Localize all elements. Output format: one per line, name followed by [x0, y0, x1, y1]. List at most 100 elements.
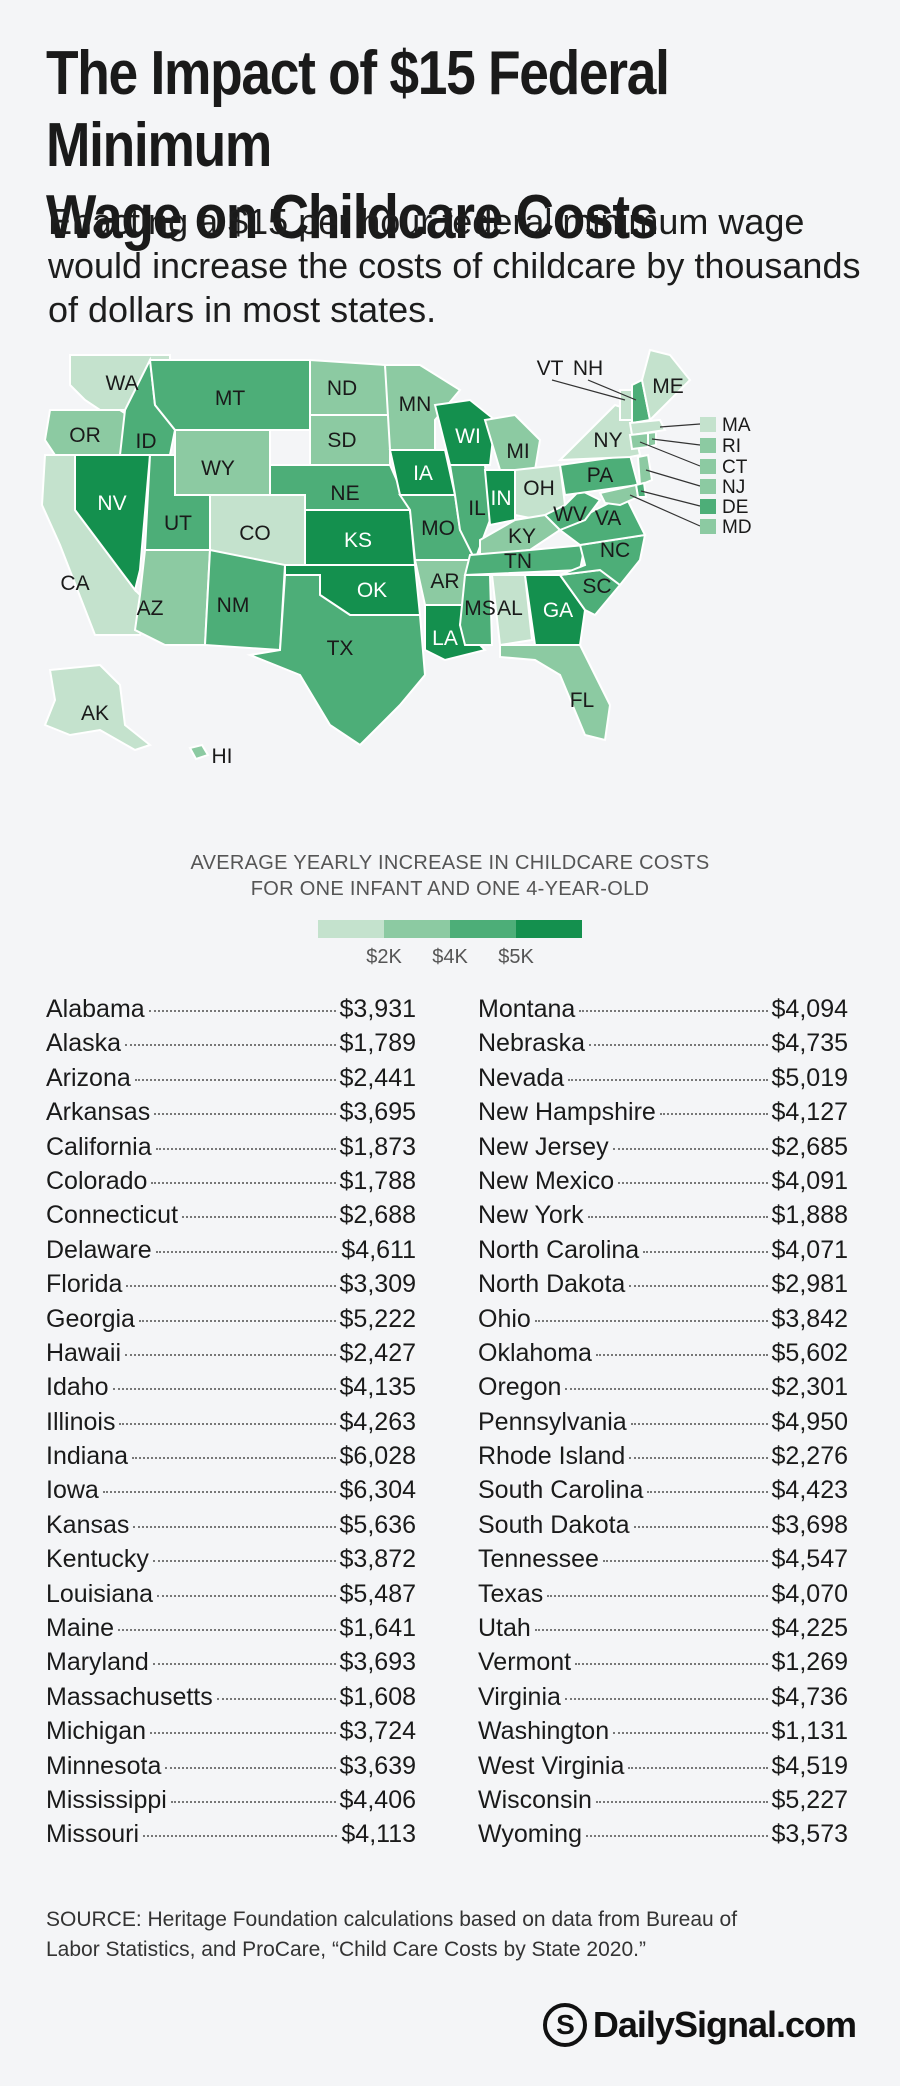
legend-swatch-1: [318, 920, 384, 938]
state-name: Maryland: [46, 1648, 149, 1677]
label-nc: NC: [600, 539, 630, 562]
label-nv: NV: [97, 492, 126, 515]
dot-leader: [126, 1285, 336, 1288]
dot-leader: [157, 1594, 336, 1597]
dot-leader: [618, 1181, 768, 1184]
label-fl: FL: [570, 689, 595, 712]
dot-leader: [565, 1388, 768, 1391]
table-row: Louisiana $5,487: [46, 1580, 416, 1614]
state-fl[interactable]: [499, 644, 612, 742]
title-line-1: The Impact of $15 Federal Minimum: [46, 39, 670, 180]
state-nj[interactable]: [636, 453, 654, 487]
state-value: $2,981: [771, 1270, 848, 1299]
table-row: Alabama $3,931: [46, 995, 416, 1029]
state-nc[interactable]: [559, 533, 647, 587]
label-hi: HI: [212, 745, 233, 768]
state-value: $2,427: [339, 1338, 416, 1367]
swatch-ct: [700, 459, 716, 474]
state-name: Kansas: [46, 1510, 130, 1539]
state-mi[interactable]: [483, 413, 542, 471]
label-me: ME: [652, 375, 684, 398]
state-value: $4,547: [771, 1545, 848, 1574]
label-ia: IA: [413, 462, 433, 485]
state-tx[interactable]: [246, 574, 427, 747]
label-la: LA: [432, 627, 458, 650]
state-value: $4,519: [771, 1751, 848, 1780]
label-ky: KY: [508, 525, 536, 548]
state-name: Utah: [478, 1614, 531, 1643]
table-row: Missouri $4,113: [46, 1820, 416, 1854]
state-value: $4,094: [771, 995, 848, 1023]
dot-leader: [534, 1629, 768, 1632]
table-row: Hawaii $2,427: [46, 1339, 416, 1373]
dot-leader: [102, 1491, 336, 1494]
state-name: Florida: [46, 1270, 123, 1299]
table-row: Indiana $6,028: [46, 1442, 416, 1476]
state-hi[interactable]: [188, 743, 210, 761]
dot-leader: [647, 1491, 768, 1494]
state-ak[interactable]: [43, 663, 153, 752]
table-row: Massachusetts $1,608: [46, 1683, 416, 1717]
state-value: $1,789: [339, 1029, 416, 1058]
state-ga[interactable]: [523, 574, 587, 646]
dot-leader: [125, 1353, 336, 1356]
page-title: The Impact of $15 Federal Minimum Wage o…: [46, 38, 872, 254]
state-value: $2,301: [771, 1373, 848, 1402]
state-ms[interactable]: [458, 574, 494, 646]
state-name: Delaware: [46, 1235, 152, 1264]
source-line-2: Labor Statistics, and ProCare, “Child Ca…: [46, 1938, 646, 1961]
state-name: Wisconsin: [478, 1785, 592, 1814]
dot-leader: [589, 1044, 768, 1047]
label-ne: NE: [330, 482, 359, 505]
dot-leader: [643, 1250, 768, 1253]
daily-signal-logo[interactable]: S DailySignal.com: [542, 2000, 857, 2050]
state-name: Idaho: [46, 1373, 109, 1402]
state-value: $4,071: [771, 1235, 848, 1264]
state-value: $2,276: [771, 1442, 848, 1471]
state-md[interactable]: [598, 483, 640, 507]
state-name: Arizona: [46, 1063, 131, 1092]
dot-leader: [154, 1113, 336, 1116]
state-value: $4,611: [341, 1235, 416, 1264]
dot-leader: [579, 1010, 768, 1012]
table-row: Nebraska $4,735: [478, 1029, 848, 1063]
dot-leader: [547, 1594, 768, 1597]
source-line-1: SOURCE: Heritage Foundation calculations…: [46, 1908, 738, 1931]
table-row: New Mexico $4,091: [478, 1167, 848, 1201]
label-id: ID: [136, 430, 157, 453]
state-name: Texas: [478, 1579, 544, 1608]
state-name: Alaska: [46, 1029, 122, 1058]
state-name: Massachusetts: [46, 1682, 213, 1711]
legend-title: AVERAGE YEARLY INCREASE IN CHILDCARE COS…: [0, 850, 900, 902]
dot-leader: [138, 1319, 336, 1322]
dot-leader: [595, 1353, 768, 1356]
table-row: Colorado $1,788: [46, 1167, 416, 1201]
state-value: $1,608: [339, 1682, 416, 1711]
table-row: Delaware $4,611: [46, 1236, 416, 1270]
state-name: Georgia: [46, 1304, 135, 1333]
table-row: New Hampshire $4,127: [478, 1098, 848, 1132]
state-name: Alabama: [46, 995, 145, 1023]
state-ct[interactable]: [628, 431, 649, 451]
state-name: Montana: [478, 995, 576, 1023]
label-mo: MO: [421, 517, 455, 540]
table-row: North Dakota $2,981: [478, 1270, 848, 1304]
logo-text: DailySignal.com: [592, 2004, 857, 2045]
dot-leader: [534, 1319, 768, 1322]
table-row: West Virginia $4,519: [478, 1752, 848, 1786]
state-value: $5,602: [771, 1338, 848, 1367]
label-al: AL: [497, 597, 523, 620]
state-name: Kentucky: [46, 1545, 149, 1574]
label-mt: MT: [215, 387, 245, 410]
dot-leader: [150, 1732, 336, 1735]
state-wv[interactable]: [543, 488, 602, 532]
dot-leader: [628, 1766, 768, 1769]
dot-leader: [133, 1525, 336, 1528]
state-al[interactable]: [490, 574, 534, 647]
title-line-2: Wage on Childcare Costs: [46, 183, 659, 252]
state-value: $3,842: [771, 1304, 848, 1333]
state-value: $2,685: [771, 1132, 848, 1161]
label-pa: PA: [587, 464, 613, 487]
dot-leader: [575, 1663, 768, 1666]
table-row: Tennessee $4,547: [478, 1545, 848, 1579]
